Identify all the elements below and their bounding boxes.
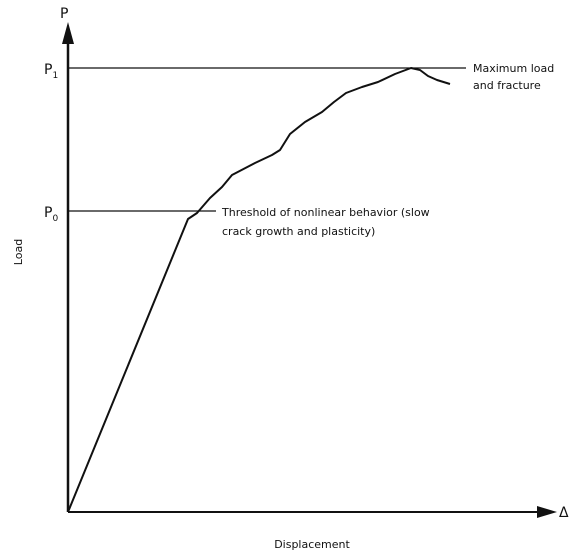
- axes: [62, 22, 557, 518]
- annotation: Maximum load: [473, 62, 554, 75]
- p1-symbol: P: [44, 62, 52, 78]
- y-axis-label: Load: [12, 239, 25, 265]
- x-axis-label: Displacement: [274, 538, 350, 551]
- p0-symbol: P: [44, 205, 52, 221]
- p0-subscript: 0: [52, 214, 58, 224]
- p1-label: P1: [44, 62, 58, 81]
- x-symbol: Δ: [559, 505, 569, 521]
- y-symbol: P: [60, 6, 68, 22]
- x-arrow: [537, 506, 557, 518]
- p1-subscript: 1: [52, 71, 58, 81]
- annotation: crack growth and plasticity): [222, 225, 375, 238]
- p0-label: P0: [44, 205, 58, 224]
- load-curve: [67, 67, 451, 513]
- annotation: Threshold of nonlinear behavior (slow: [221, 206, 430, 219]
- y-arrow: [62, 22, 74, 44]
- annotation: and fracture: [473, 79, 541, 92]
